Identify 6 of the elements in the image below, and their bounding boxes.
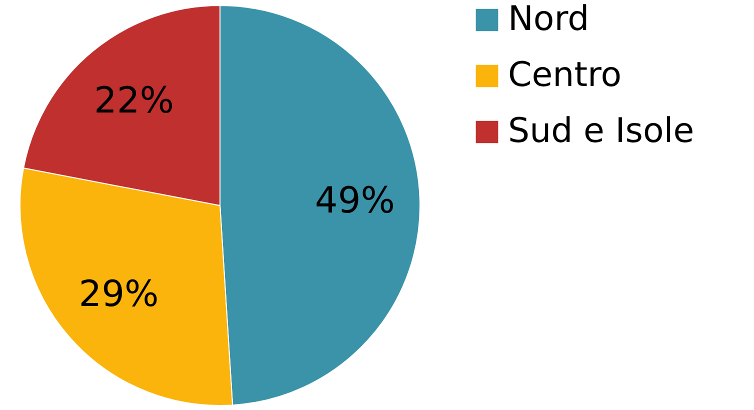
data-label: 49% — [314, 180, 395, 222]
legend-label: Sud e Isole — [508, 111, 694, 151]
data-label: 22% — [94, 80, 174, 122]
legend-label: Nord — [508, 0, 590, 39]
legend-label: Centro — [508, 55, 622, 95]
data-label: 29% — [78, 274, 159, 315]
